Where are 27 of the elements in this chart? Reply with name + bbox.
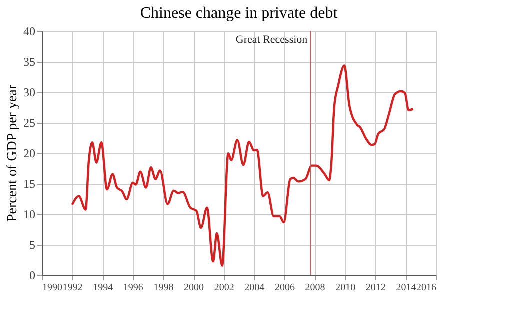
chart-title: Chinese change in private debt xyxy=(140,5,338,22)
x-tick-label: 2006 xyxy=(274,282,295,294)
x-tick-label: 1996 xyxy=(123,282,144,294)
line-series xyxy=(71,64,414,267)
y-axis-title: Percent of GDP per year xyxy=(6,84,20,222)
x-tick-label: 2008 xyxy=(305,282,326,294)
x-tick-label: 2000 xyxy=(184,282,204,294)
x-tick-label: 1994 xyxy=(93,282,114,294)
y-tick-label: 0 xyxy=(30,268,36,282)
y-tick-label: 35 xyxy=(24,55,36,69)
y-tick-label: 5 xyxy=(30,238,36,252)
y-tick-label: 10 xyxy=(24,208,36,222)
y-tick-label: 30 xyxy=(24,86,36,100)
x-tick-label: 1998 xyxy=(154,282,174,294)
y-tick-label: 15 xyxy=(24,177,36,191)
x-tick-label: 2012 xyxy=(366,282,386,294)
y-tick-label: 20 xyxy=(24,146,36,160)
x-tick-label: 1990 xyxy=(42,282,62,294)
x-tick-label: 2014 xyxy=(396,282,416,294)
y-tick-label: 25 xyxy=(24,116,36,130)
x-tick-label: 2016 xyxy=(416,282,436,294)
x-tick-label: 2002 xyxy=(214,282,234,294)
x-tick-label: 2004 xyxy=(244,282,265,294)
ref-line-label: Great Recession xyxy=(236,34,308,46)
x-tick-label: 2010 xyxy=(336,282,356,294)
y-tick-label: 40 xyxy=(24,24,36,38)
x-tick-label: 1992 xyxy=(62,282,83,294)
